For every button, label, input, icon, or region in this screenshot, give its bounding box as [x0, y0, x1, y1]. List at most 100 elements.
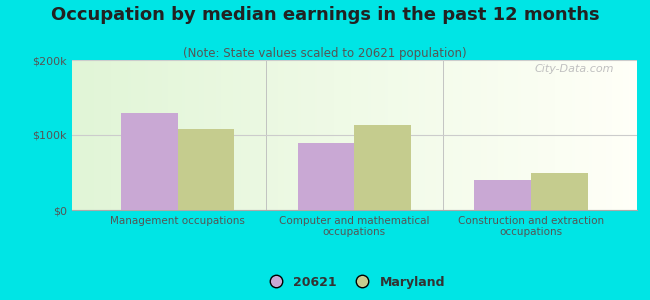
Bar: [465, 60, 467, 210]
Bar: [558, 60, 561, 210]
Bar: [597, 60, 600, 210]
Bar: [77, 60, 80, 210]
Bar: [292, 60, 295, 210]
Bar: [510, 60, 513, 210]
Bar: [470, 60, 473, 210]
Bar: [114, 60, 117, 210]
Bar: [340, 60, 343, 210]
Bar: [306, 60, 309, 210]
Bar: [428, 60, 430, 210]
Bar: [309, 60, 312, 210]
Bar: [620, 60, 623, 210]
Bar: [174, 60, 176, 210]
Bar: [117, 60, 120, 210]
Bar: [86, 60, 88, 210]
Bar: [371, 60, 374, 210]
Bar: [185, 60, 187, 210]
Bar: [134, 60, 136, 210]
Bar: [222, 60, 224, 210]
Bar: [450, 60, 453, 210]
Bar: [482, 60, 484, 210]
Bar: [289, 60, 292, 210]
Bar: [578, 60, 580, 210]
Bar: [227, 60, 230, 210]
Bar: [394, 60, 396, 210]
Bar: [606, 60, 608, 210]
Bar: [459, 60, 462, 210]
Bar: [501, 60, 504, 210]
Bar: [445, 60, 448, 210]
Bar: [125, 60, 128, 210]
Text: (Note: State values scaled to 20621 population): (Note: State values scaled to 20621 popu…: [183, 46, 467, 59]
Bar: [405, 60, 408, 210]
Bar: [382, 60, 385, 210]
Bar: [634, 60, 637, 210]
Bar: [250, 60, 252, 210]
Bar: [592, 60, 595, 210]
Bar: [612, 60, 614, 210]
Bar: [165, 60, 168, 210]
Bar: [504, 60, 507, 210]
Bar: [111, 60, 114, 210]
Bar: [213, 60, 216, 210]
Bar: [346, 60, 348, 210]
Bar: [121, 112, 177, 210]
Bar: [391, 60, 394, 210]
Bar: [360, 60, 363, 210]
Bar: [572, 60, 575, 210]
Bar: [541, 60, 543, 210]
Bar: [80, 60, 83, 210]
Bar: [204, 60, 207, 210]
Bar: [385, 60, 388, 210]
Bar: [626, 60, 629, 210]
Bar: [595, 60, 597, 210]
Bar: [317, 60, 320, 210]
Legend: 20621, Maryland: 20621, Maryland: [259, 271, 450, 294]
Bar: [629, 60, 631, 210]
Bar: [411, 60, 413, 210]
Bar: [566, 60, 569, 210]
Bar: [476, 60, 478, 210]
Bar: [499, 60, 501, 210]
Bar: [266, 60, 269, 210]
Bar: [247, 60, 250, 210]
Bar: [176, 60, 179, 210]
Bar: [608, 60, 612, 210]
Bar: [555, 60, 558, 210]
Bar: [244, 60, 247, 210]
Bar: [490, 60, 493, 210]
Bar: [453, 60, 456, 210]
Bar: [131, 60, 134, 210]
Bar: [136, 60, 139, 210]
Bar: [202, 60, 204, 210]
Bar: [354, 60, 357, 210]
Bar: [233, 60, 235, 210]
Bar: [281, 60, 283, 210]
Bar: [561, 60, 564, 210]
Bar: [159, 60, 162, 210]
Bar: [196, 60, 199, 210]
Bar: [614, 60, 618, 210]
Bar: [518, 60, 521, 210]
Bar: [365, 60, 369, 210]
Bar: [199, 60, 202, 210]
Bar: [380, 60, 382, 210]
Bar: [467, 60, 470, 210]
Bar: [182, 60, 185, 210]
Bar: [478, 60, 482, 210]
Bar: [91, 60, 94, 210]
Bar: [190, 60, 193, 210]
Bar: [538, 60, 541, 210]
Bar: [224, 60, 227, 210]
Bar: [363, 60, 365, 210]
Bar: [168, 60, 170, 210]
Bar: [496, 60, 499, 210]
Bar: [295, 60, 298, 210]
Bar: [97, 60, 100, 210]
Bar: [142, 60, 145, 210]
Bar: [283, 60, 287, 210]
Bar: [549, 60, 552, 210]
Bar: [618, 60, 620, 210]
Bar: [255, 60, 258, 210]
Bar: [526, 60, 530, 210]
